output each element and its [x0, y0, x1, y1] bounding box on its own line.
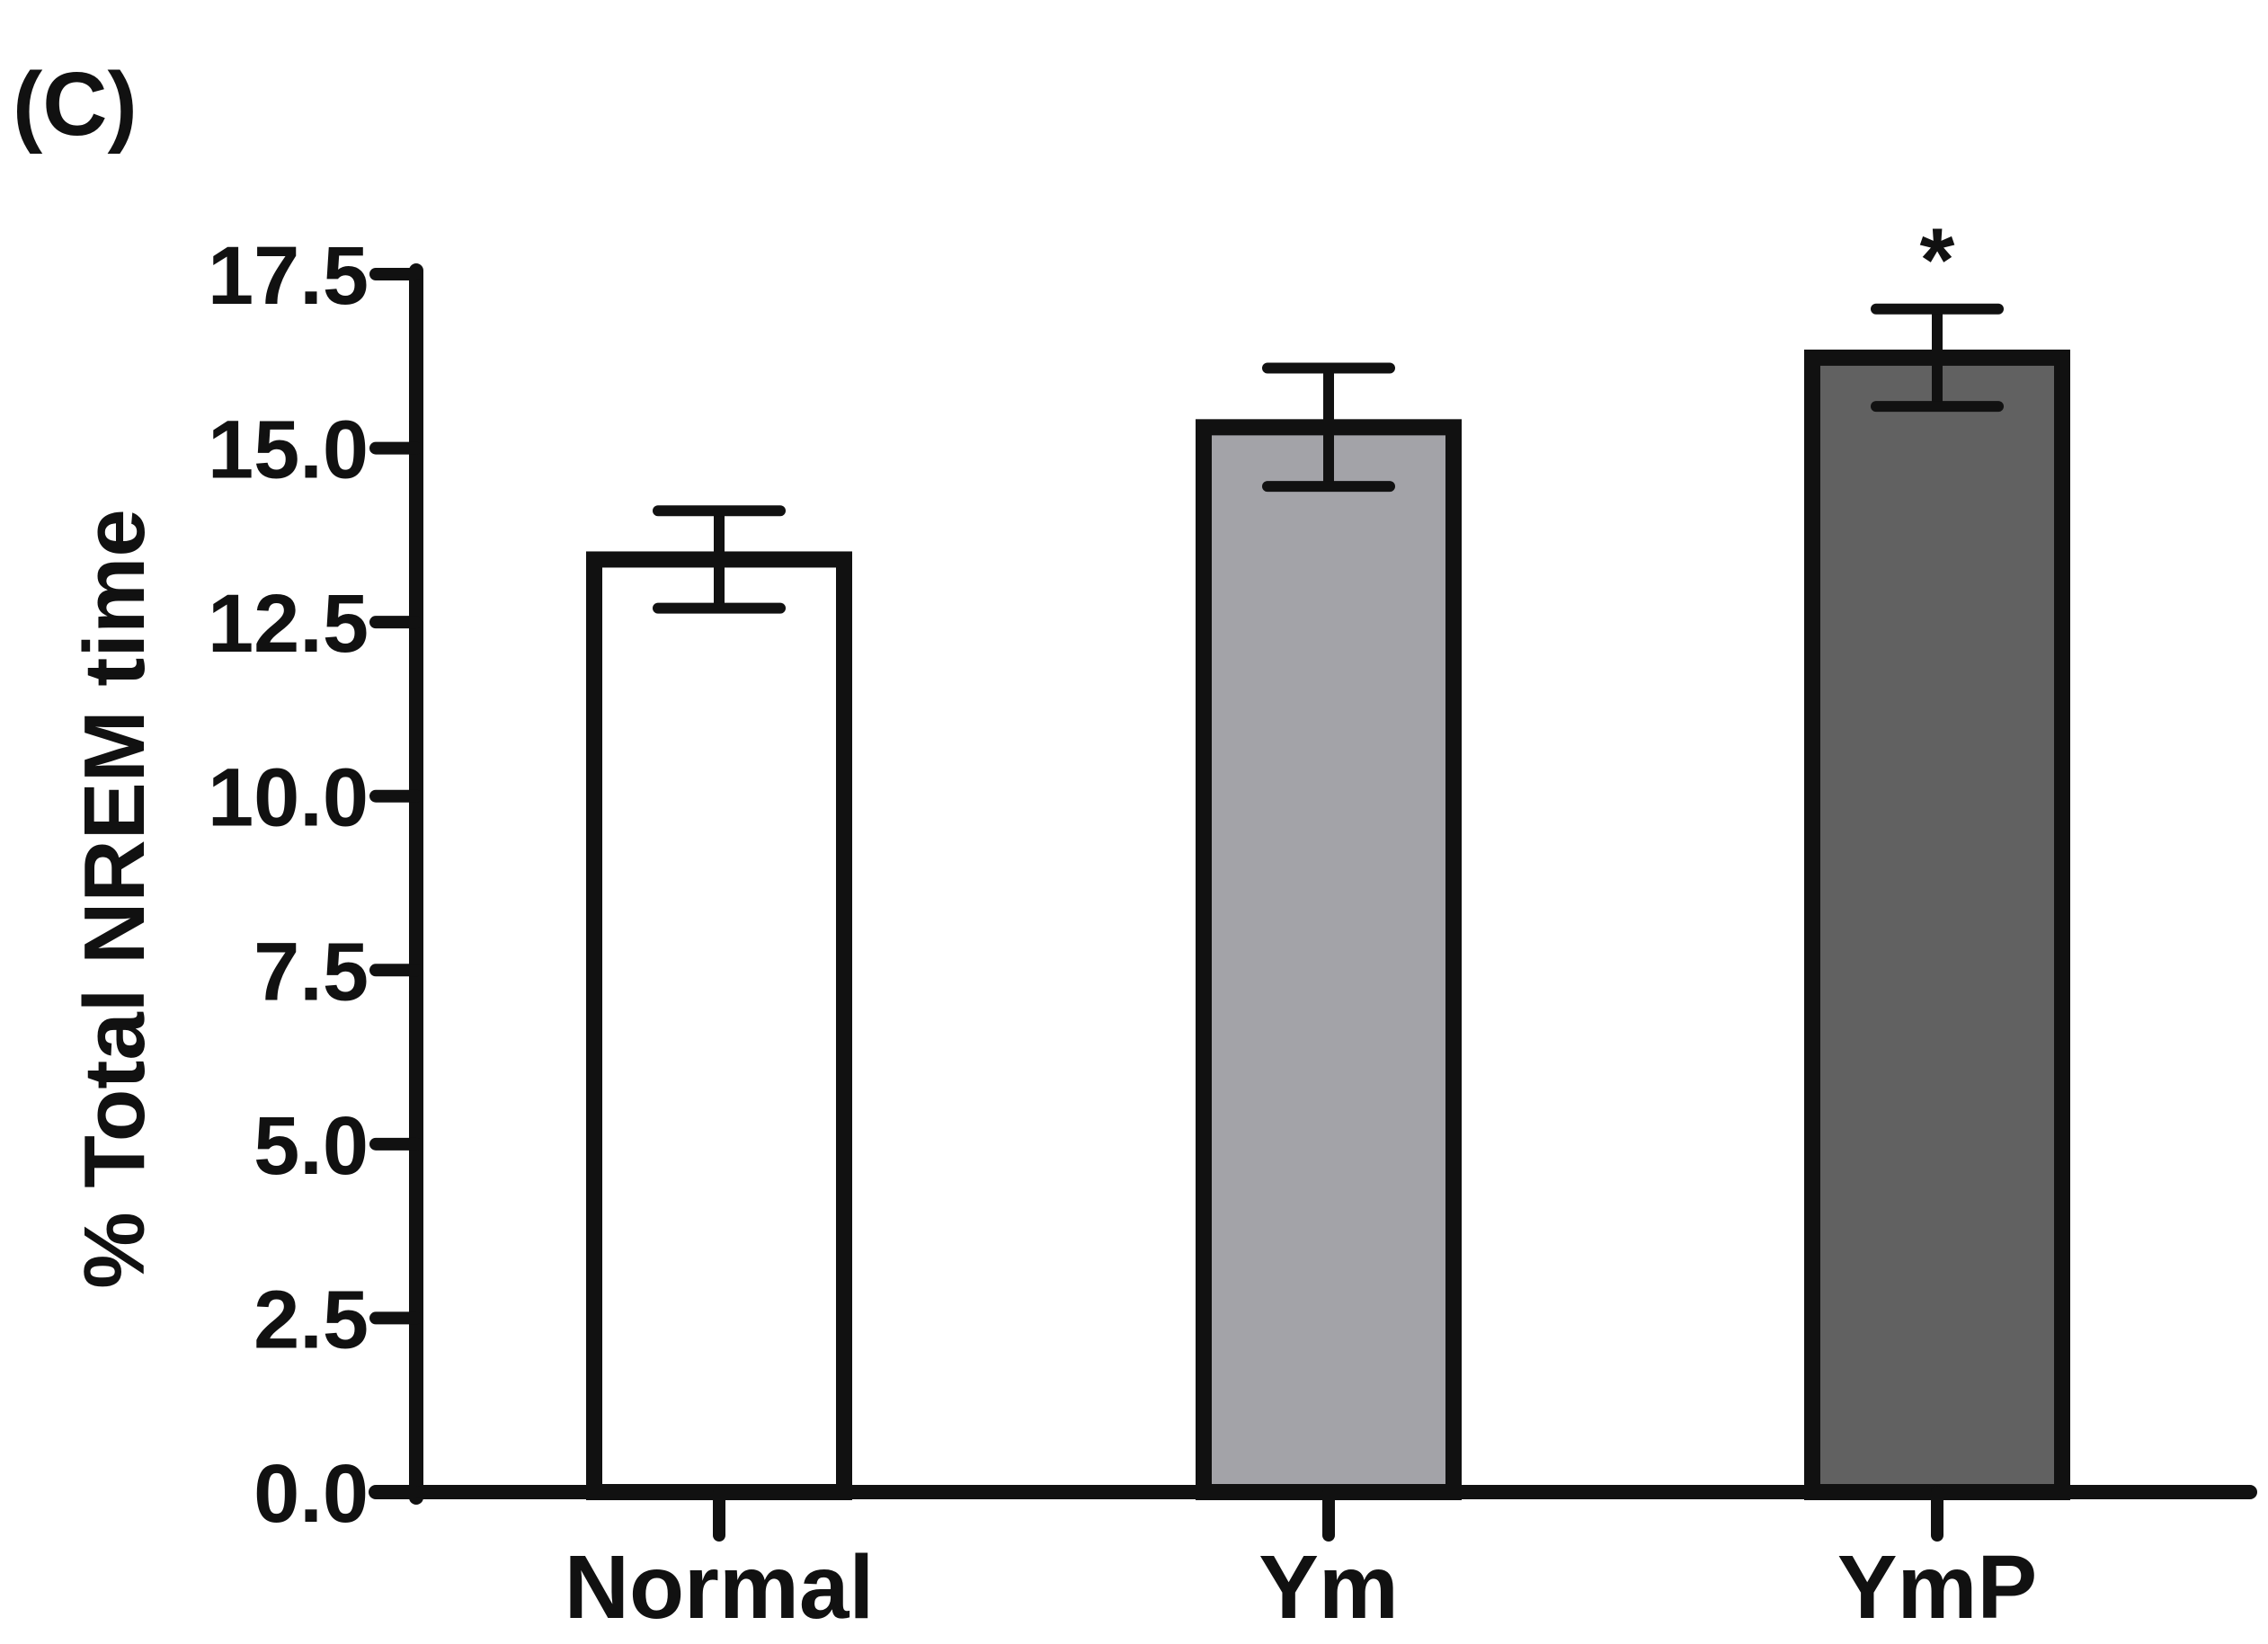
bar-ym [1196, 419, 1462, 1500]
y-tick-label: 0.0 [253, 1448, 369, 1540]
error-bar-normal [653, 505, 786, 614]
y-tick-label: 2.5 [253, 1274, 369, 1365]
error-bars-group [653, 303, 2004, 614]
ticks-group [369, 268, 1943, 1542]
error-bar-ymp [1871, 303, 2004, 413]
x-tick-label-ymp: YmP [1837, 1537, 2037, 1638]
significance-marker: * [1920, 210, 1955, 311]
y-axis-title: % Total NREM time [67, 509, 163, 1289]
y-tick-label: 17.5 [208, 230, 369, 322]
bar-normal [586, 551, 852, 1500]
x-tick-label-normal: Normal [565, 1537, 875, 1638]
panel-label: (C) [13, 54, 138, 155]
labels-group: * 0.0 2.5 5.0 7.5 10.0 12.5 15.0 17.5 Normal Ym YmP [208, 210, 2037, 1638]
y-tick-label: 7.5 [253, 926, 369, 1018]
y-tick-label: 5.0 [253, 1100, 369, 1192]
bars-group [586, 349, 2070, 1500]
error-bar-ym [1262, 362, 1395, 493]
bar-ymp [1804, 349, 2070, 1500]
y-tick-label: 12.5 [208, 578, 369, 670]
y-tick-label: 10.0 [208, 752, 369, 844]
x-tick-label-ym: Ym [1259, 1537, 1399, 1638]
y-tick-label: 15.0 [208, 404, 369, 496]
